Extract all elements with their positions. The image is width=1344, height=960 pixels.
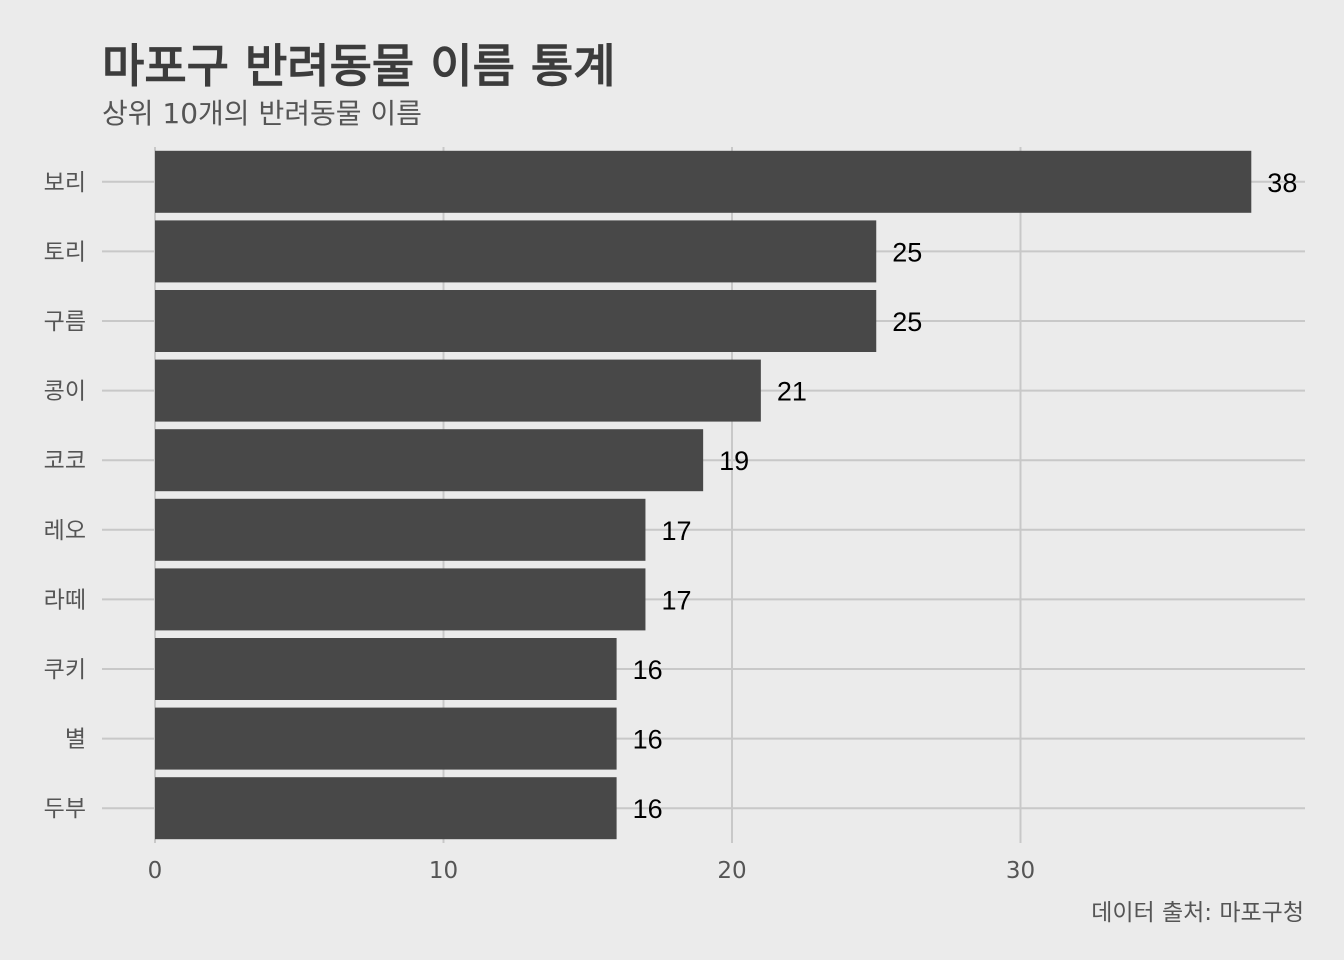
chart-subtitle: 상위 10개의 반려동물 이름: [102, 97, 422, 130]
y-tick-label: 토리: [44, 239, 86, 265]
bar: [155, 429, 704, 492]
bar: [155, 220, 877, 283]
bar: [155, 150, 1252, 213]
bar: [155, 359, 761, 422]
bar: [155, 777, 617, 840]
x-tick-label: 20: [717, 858, 746, 884]
bar: [155, 290, 877, 352]
bar-value-label: 16: [633, 725, 663, 755]
bar: [155, 498, 646, 561]
bar-value-label: 25: [892, 237, 922, 267]
chart-caption: 데이터 출처: 마포구청: [1091, 900, 1304, 926]
bar-value-label: 25: [892, 307, 922, 337]
bar-value-label: 16: [633, 655, 663, 685]
x-tick-label: 0: [148, 858, 163, 884]
x-tick-label: 30: [1006, 858, 1035, 884]
bar-value-label: 21: [777, 377, 807, 407]
y-tick-label: 보리: [44, 170, 86, 196]
bar: [155, 638, 617, 700]
y-tick-label: 쿠키: [44, 657, 86, 683]
y-tick-label: 레오: [44, 518, 86, 544]
chart-title: 마포구 반려동물 이름 통계: [102, 39, 616, 93]
bar: [155, 568, 646, 631]
y-tick-label: 별: [65, 727, 86, 753]
bar-value-label: 19: [719, 446, 749, 476]
bar-value-label: 17: [661, 585, 691, 615]
bar-value-label: 16: [633, 794, 663, 824]
y-tick-label: 구름: [44, 309, 86, 335]
y-tick-label: 콩이: [44, 379, 86, 405]
y-tick-label: 코코: [44, 448, 86, 474]
y-tick-label: 라떼: [44, 587, 86, 613]
bar-value-label: 17: [661, 516, 691, 546]
bar-value-label: 38: [1267, 168, 1297, 198]
y-tick-label: 두부: [44, 796, 86, 822]
bar: [155, 707, 617, 770]
x-tick-label: 10: [429, 858, 458, 884]
